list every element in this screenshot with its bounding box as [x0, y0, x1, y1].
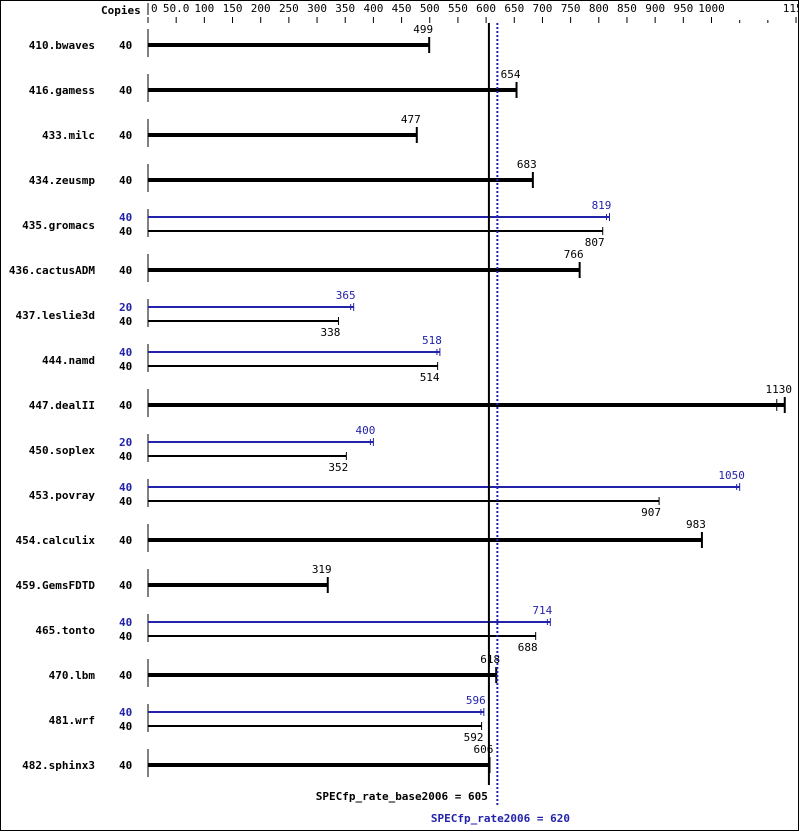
- base-copies: 40: [119, 315, 132, 328]
- peak-copies: 20: [119, 301, 132, 314]
- peak-value-label: 714: [532, 604, 552, 617]
- base-copies: 40: [119, 450, 132, 463]
- tick-label: 200: [251, 2, 271, 15]
- base-value-label: 766: [564, 248, 584, 261]
- tick-label: 750: [561, 2, 581, 15]
- tick-label: 300: [307, 2, 327, 15]
- tick-label: 700: [533, 2, 553, 15]
- benchmark-name: 410.bwaves: [29, 39, 95, 52]
- base-copies: 40: [119, 669, 132, 682]
- base-copies: 40: [119, 579, 132, 592]
- tick-label: 400: [363, 2, 383, 15]
- tick-label: 950: [673, 2, 693, 15]
- benchmark-name: 436.cactusADM: [9, 264, 95, 277]
- base-value-label: 907: [641, 506, 661, 519]
- benchmark-name: 435.gromacs: [22, 219, 95, 232]
- peak-value-label: 400: [355, 424, 375, 437]
- peak-copies: 40: [119, 481, 132, 494]
- tick-label: 250: [279, 2, 299, 15]
- benchmark-name: 450.soplex: [29, 444, 96, 457]
- tick-label: 800: [589, 2, 609, 15]
- tick-label: 850: [617, 2, 637, 15]
- tick-label: 1150: [783, 2, 799, 15]
- benchmark-name: 459.GemsFDTD: [16, 579, 96, 592]
- benchmark-name: 447.dealII: [29, 399, 95, 412]
- benchmark-name: 416.gamess: [29, 84, 95, 97]
- base-copies: 40: [119, 360, 132, 373]
- tick-label: 150: [223, 2, 243, 15]
- tick-label: 650: [504, 2, 524, 15]
- base-value-label: 688: [518, 641, 538, 654]
- tick-label: 100: [194, 2, 214, 15]
- benchmark-name: 454.calculix: [16, 534, 96, 547]
- base-value-label: 683: [517, 158, 537, 171]
- base-copies: 40: [119, 174, 132, 187]
- base-copies: 40: [119, 495, 132, 508]
- base-value-label: 352: [328, 461, 348, 474]
- tick-label: 450: [392, 2, 412, 15]
- peak-value-label: 596: [466, 694, 486, 707]
- tick-label: 600: [476, 2, 496, 15]
- base-value-label: 618: [480, 653, 500, 666]
- tick-label: 1000: [698, 2, 725, 15]
- benchmark-name: 465.tonto: [35, 624, 95, 637]
- peak-copies: 40: [119, 346, 132, 359]
- peak-value-label: 365: [336, 289, 356, 302]
- base-copies: 40: [119, 720, 132, 733]
- base-value-label: 514: [420, 371, 440, 384]
- benchmark-name: 481.wrf: [49, 714, 95, 727]
- copies-header: Copies: [101, 4, 141, 17]
- base-copies: 40: [119, 225, 132, 238]
- peak-value-label: 1050: [718, 469, 745, 482]
- benchmark-name: 482.sphinx3: [22, 759, 95, 772]
- base-copies: 40: [119, 129, 132, 142]
- tick-label: 500: [420, 2, 440, 15]
- base-copies: 40: [119, 759, 132, 772]
- base-copies: 40: [119, 630, 132, 643]
- base-copies: 40: [119, 84, 132, 97]
- benchmark-name: 437.leslie3d: [16, 309, 95, 322]
- peak-copies: 40: [119, 616, 132, 629]
- base-value-label: 338: [321, 326, 341, 339]
- tick-label: 900: [645, 2, 665, 15]
- benchmark-name: 444.namd: [42, 354, 95, 367]
- base-summary-label: SPECfp_rate_base2006 = 605: [316, 790, 488, 803]
- base-value-label: 592: [464, 731, 484, 744]
- base-copies: 40: [119, 399, 132, 412]
- peak-summary-label: SPECfp_rate2006 = 620: [431, 812, 570, 825]
- tick-label: 350: [335, 2, 355, 15]
- base-copies: 40: [119, 534, 132, 547]
- base-value-label: 654: [501, 68, 521, 81]
- peak-copies: 40: [119, 211, 132, 224]
- tick-label: 50.0: [163, 2, 190, 15]
- peak-copies: 40: [119, 706, 132, 719]
- tick-label: 550: [448, 2, 468, 15]
- benchmark-name: 434.zeusmp: [29, 174, 96, 187]
- peak-value-label: 518: [422, 334, 442, 347]
- base-copies: 40: [119, 39, 132, 52]
- base-value-label: 1130: [766, 383, 793, 396]
- base-value-label: 499: [413, 23, 433, 36]
- base-value-label: 319: [312, 563, 332, 576]
- peak-copies: 20: [119, 436, 132, 449]
- peak-value-label: 819: [592, 199, 612, 212]
- base-copies: 40: [119, 264, 132, 277]
- base-value-label: 807: [585, 236, 605, 249]
- base-value-label: 983: [686, 518, 706, 531]
- benchmark-name: 433.milc: [42, 129, 95, 142]
- base-value-label: 606: [474, 743, 494, 756]
- tick-label: 0: [151, 2, 158, 15]
- benchmark-name: 470.lbm: [49, 669, 96, 682]
- base-value-label: 477: [401, 113, 421, 126]
- benchmark-name: 453.povray: [29, 489, 96, 502]
